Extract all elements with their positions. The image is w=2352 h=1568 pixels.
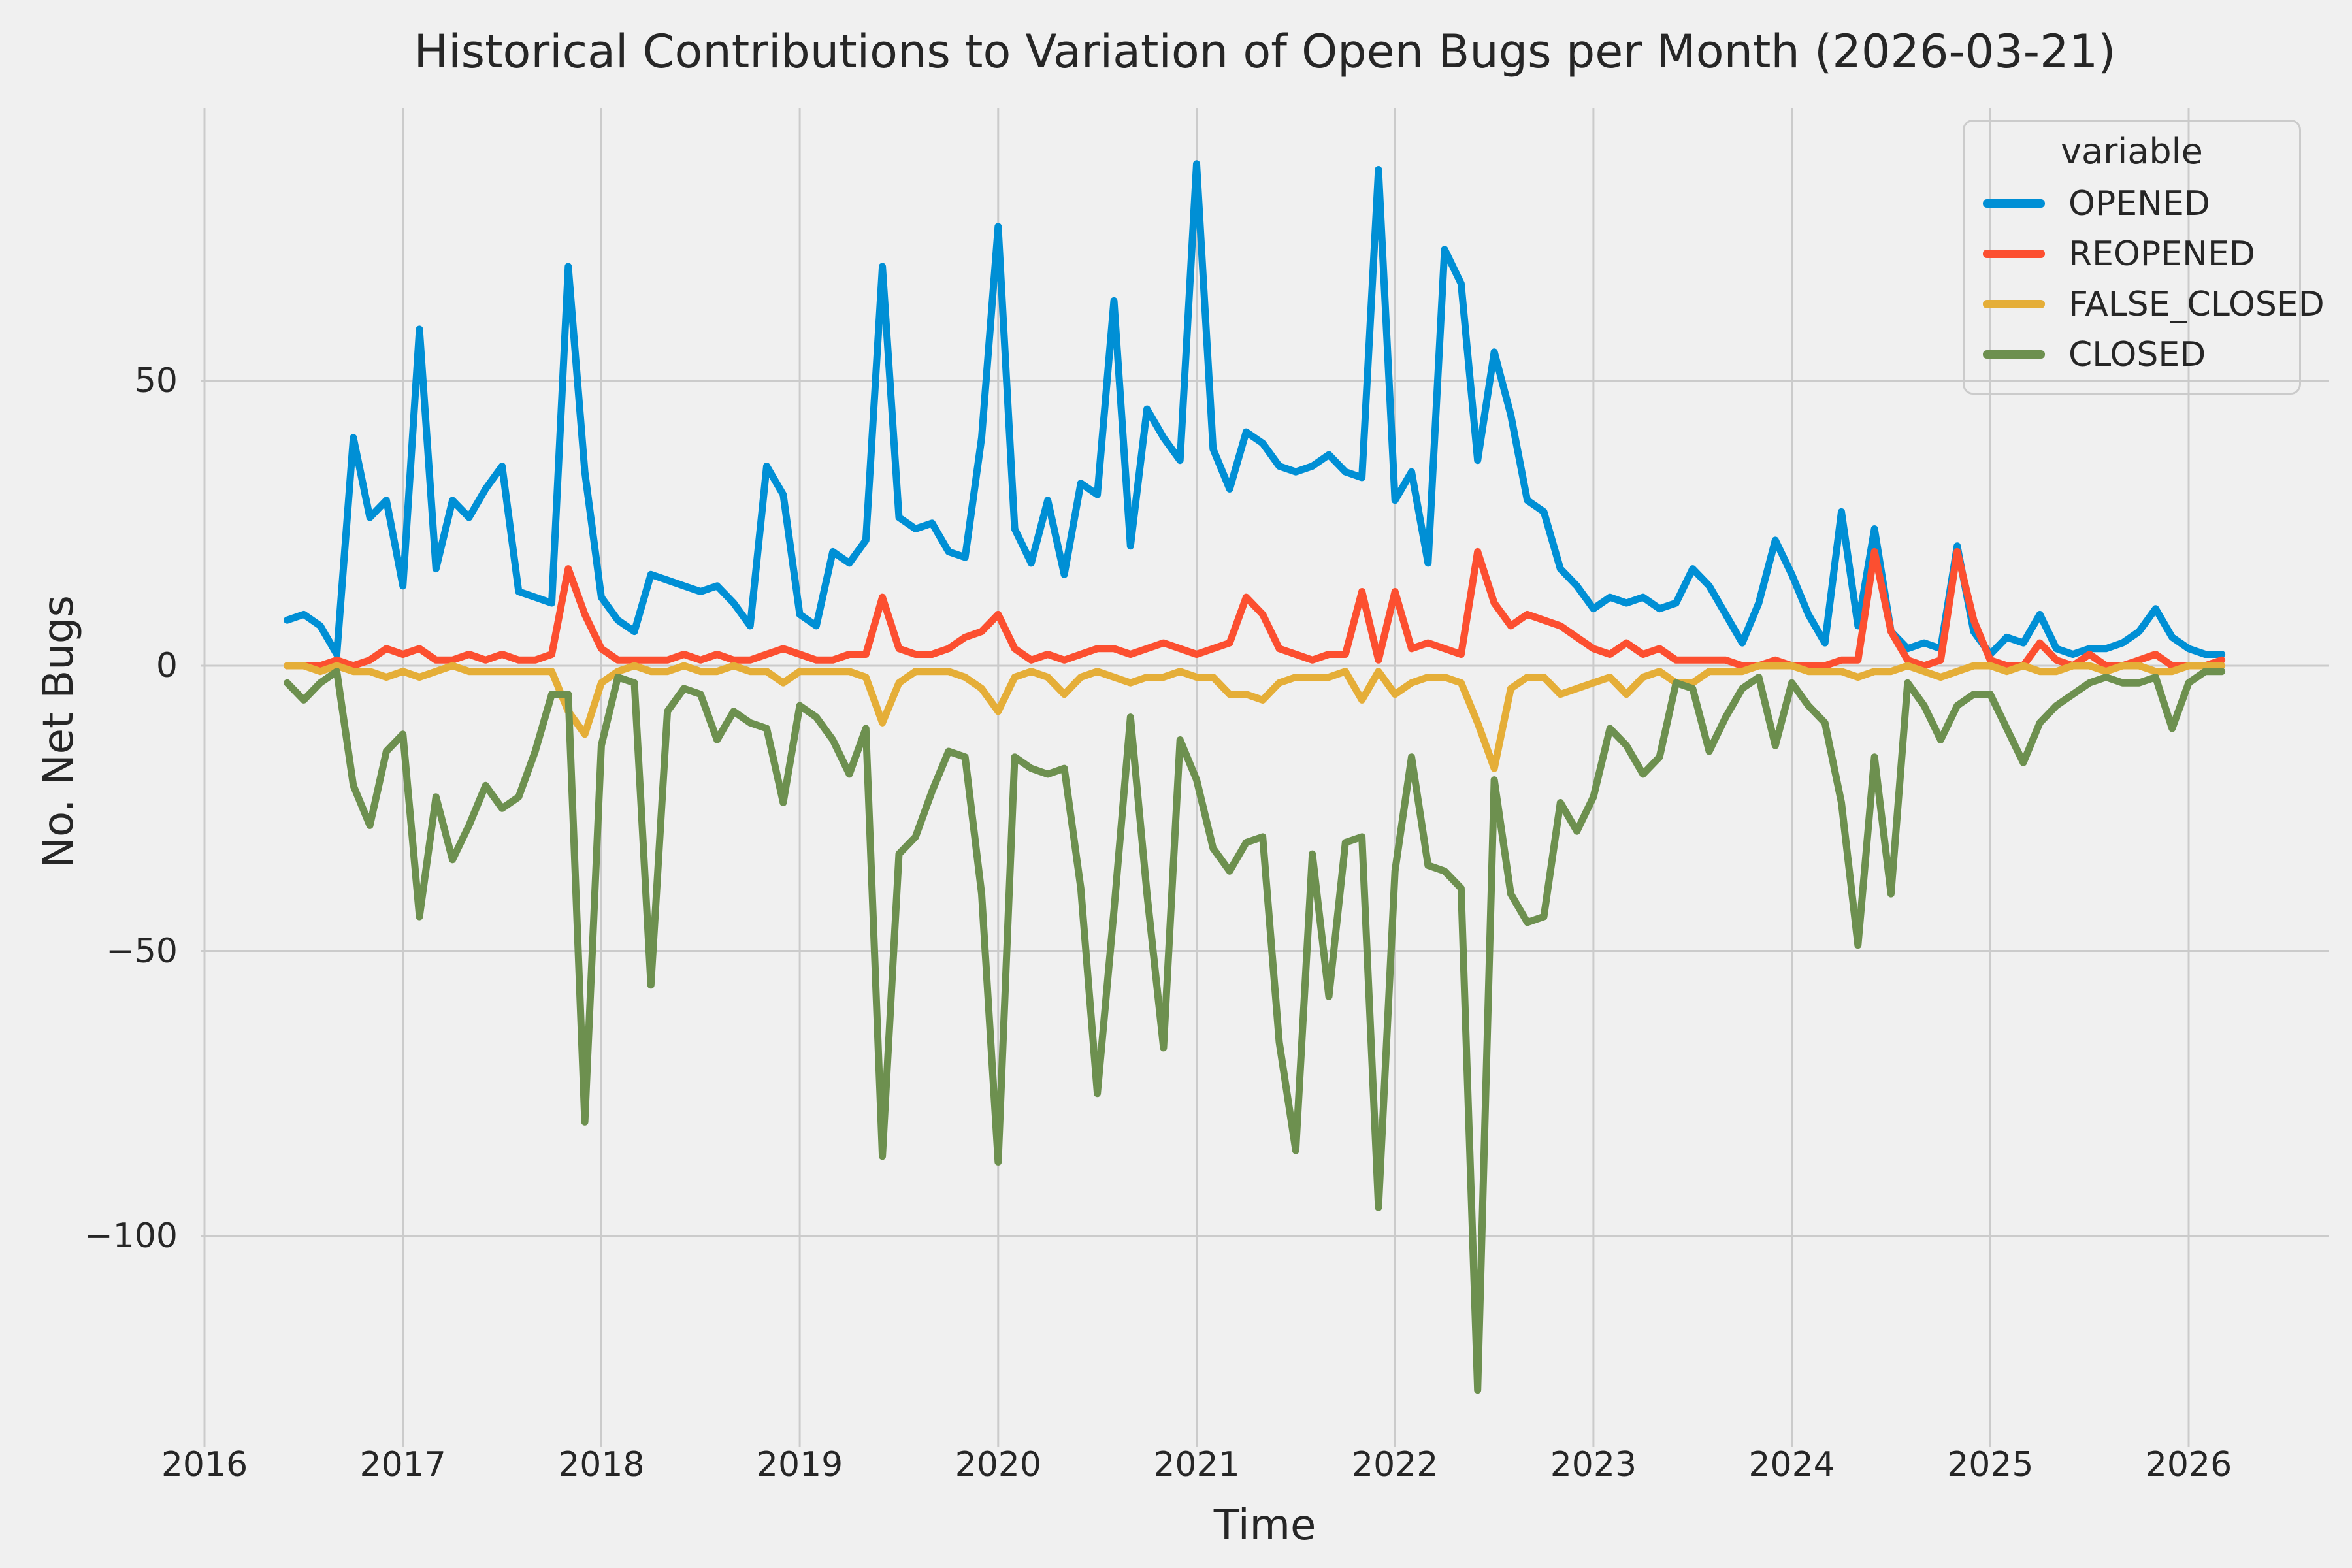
legend-items: OPENED REOPENED FALSE_CLOSED CLOSED <box>1980 178 2325 380</box>
legend-swatch-opened-icon <box>1983 199 2045 208</box>
series-line-reopened <box>284 547 2226 670</box>
x-tick-2021: 2021 <box>1153 1445 1240 1484</box>
x-tick-2024: 2024 <box>1748 1445 1835 1484</box>
legend: variable OPENED REOPENED FALSE_CLOSED CLOSE… <box>1963 120 2325 395</box>
x-tick-2016: 2016 <box>161 1445 248 1484</box>
series-line-opened <box>284 160 2226 658</box>
x-tick-2023: 2023 <box>1550 1445 1637 1484</box>
legend-swatch-false_closed-icon <box>1983 300 2045 308</box>
legend-label-closed: CLOSED <box>2068 335 2206 374</box>
legend-title: variable <box>2061 131 2203 172</box>
legend-item-false_closed: FALSE_CLOSED <box>1980 279 2325 329</box>
x-tick-2025: 2025 <box>1947 1445 2034 1484</box>
legend-swatch-reopened-icon <box>1983 250 2045 258</box>
legend-swatch-closed-icon <box>1983 350 2045 359</box>
y-tick-50: 50 <box>134 361 178 400</box>
x-tick-2026: 2026 <box>2145 1445 2232 1484</box>
legend-item-opened: OPENED <box>1980 178 2283 229</box>
x-axis-label: Time <box>1213 1501 1316 1550</box>
x-tick-2019: 2019 <box>756 1445 843 1484</box>
legend-label-reopened: REOPENED <box>2068 234 2255 274</box>
x-tick-2018: 2018 <box>558 1445 645 1484</box>
legend-label-false_closed: FALSE_CLOSED <box>2068 284 2325 324</box>
y-tick--100: −100 <box>84 1217 178 1256</box>
y-tick--50: −50 <box>106 931 178 971</box>
x-tick-2017: 2017 <box>359 1445 446 1484</box>
chart-title: Historical Contributions to Variation of… <box>414 25 2116 78</box>
series-line-false_closed <box>284 662 2226 772</box>
y-tick-0: 0 <box>155 646 178 685</box>
legend-item-closed: CLOSED <box>1980 329 2283 380</box>
legend-label-opened: OPENED <box>2068 184 2210 223</box>
y-axis-label: No. Net Bugs <box>35 595 83 868</box>
legend-item-reopened: REOPENED <box>1980 229 2283 279</box>
series-line-closed <box>284 668 2226 1394</box>
x-tick-2020: 2020 <box>955 1445 1041 1484</box>
x-tick-2022: 2022 <box>1352 1445 1439 1484</box>
